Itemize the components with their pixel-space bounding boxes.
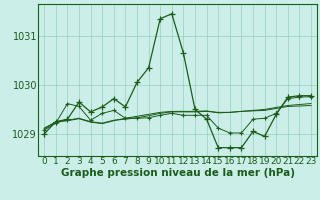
X-axis label: Graphe pression niveau de la mer (hPa): Graphe pression niveau de la mer (hPa)	[60, 168, 295, 178]
